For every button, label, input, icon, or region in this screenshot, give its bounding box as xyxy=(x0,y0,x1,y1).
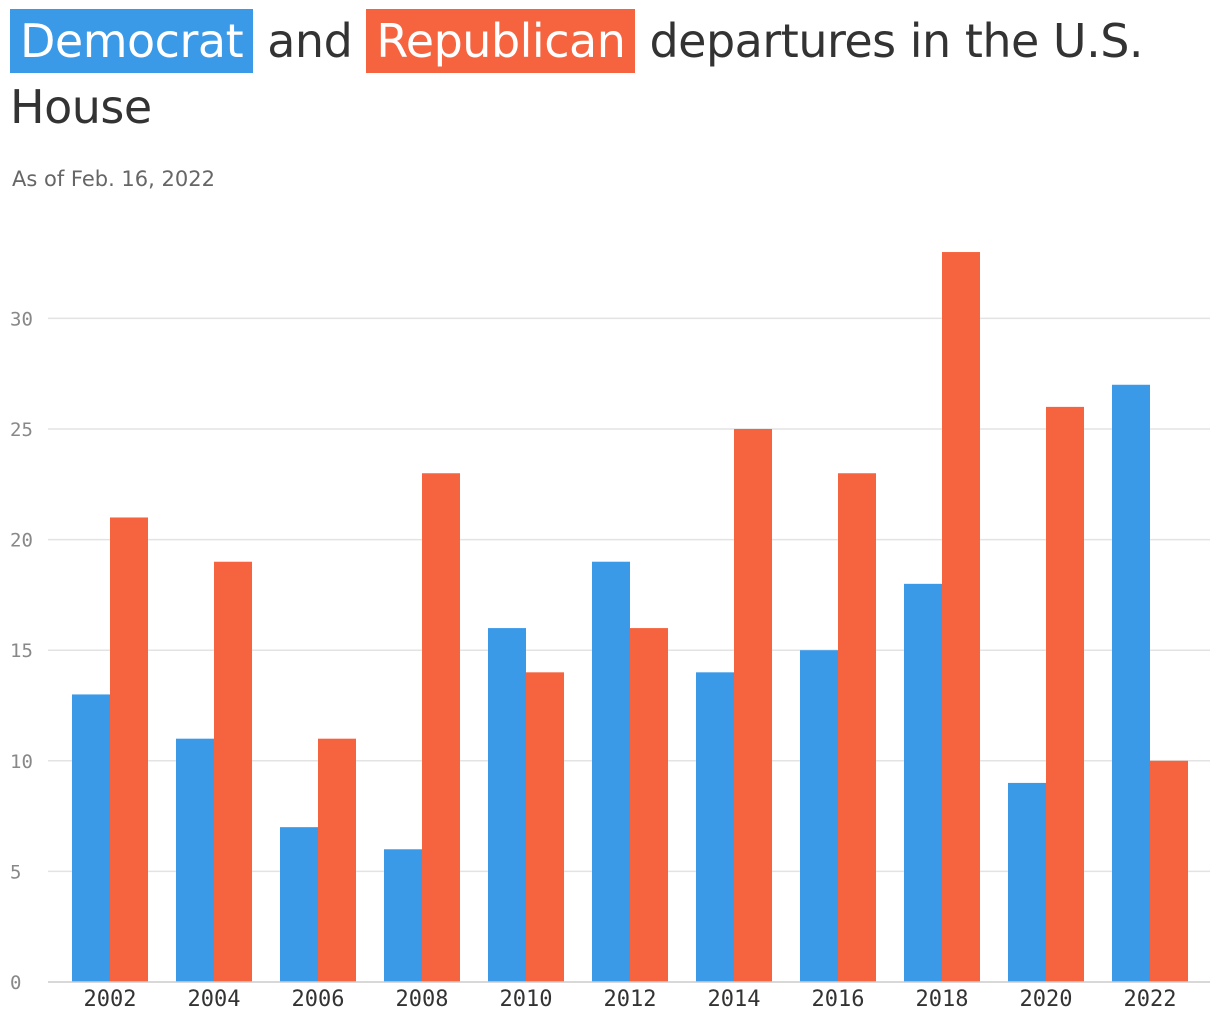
x-tick-label: 2020 xyxy=(1020,987,1073,1012)
x-tick-label: 2012 xyxy=(604,987,657,1012)
y-tick-label: 20 xyxy=(10,530,33,552)
republican-bar xyxy=(942,252,980,983)
republican-bar xyxy=(110,517,148,982)
chart-subtitle: As of Feb. 16, 2022 xyxy=(12,167,215,191)
republican-bar xyxy=(214,561,252,982)
democrat-bar xyxy=(1008,782,1046,982)
y-tick-label: 15 xyxy=(10,640,33,662)
democrat-bar xyxy=(488,628,526,982)
democrat-bar xyxy=(280,827,318,982)
title-rest: departures in the U.S. House xyxy=(10,14,1144,134)
republican-bar xyxy=(838,473,876,982)
y-tick-label: 0 xyxy=(10,972,21,994)
chart-title: Democrat and Republican departures in th… xyxy=(10,8,1150,140)
y-tick-label: 5 xyxy=(10,861,21,883)
democrat-bar xyxy=(904,583,942,982)
republican-highlight: Republican xyxy=(366,9,636,73)
republican-bar xyxy=(526,672,564,982)
republican-bar xyxy=(734,429,772,982)
republican-bar xyxy=(1150,760,1188,982)
x-tick-label: 2010 xyxy=(500,987,553,1012)
y-tick-label: 25 xyxy=(10,419,33,441)
republican-bar xyxy=(630,628,668,982)
x-tick-label: 2008 xyxy=(396,987,449,1012)
title-and-text: and xyxy=(253,14,367,68)
republican-bar xyxy=(1046,406,1084,982)
republican-bar xyxy=(318,738,356,982)
democrat-bar xyxy=(800,650,838,982)
democrat-bar xyxy=(1112,384,1150,982)
democrat-bar xyxy=(176,738,214,982)
y-tick-label: 30 xyxy=(10,308,33,330)
democrat-bar xyxy=(696,672,734,982)
democrat-bar xyxy=(72,694,110,982)
democrat-highlight: Democrat xyxy=(10,9,254,73)
x-tick-label: 2022 xyxy=(1124,987,1177,1012)
democrat-bar xyxy=(592,561,630,982)
y-tick-label: 10 xyxy=(10,751,33,773)
x-tick-label: 2018 xyxy=(916,987,969,1012)
x-tick-label: 2016 xyxy=(812,987,865,1012)
x-tick-label: 2014 xyxy=(708,987,761,1012)
x-tick-label: 2004 xyxy=(188,987,241,1012)
x-tick-label: 2006 xyxy=(292,987,345,1012)
republican-bar xyxy=(422,473,460,982)
x-tick-label: 2002 xyxy=(84,987,137,1012)
democrat-bar xyxy=(384,849,422,982)
